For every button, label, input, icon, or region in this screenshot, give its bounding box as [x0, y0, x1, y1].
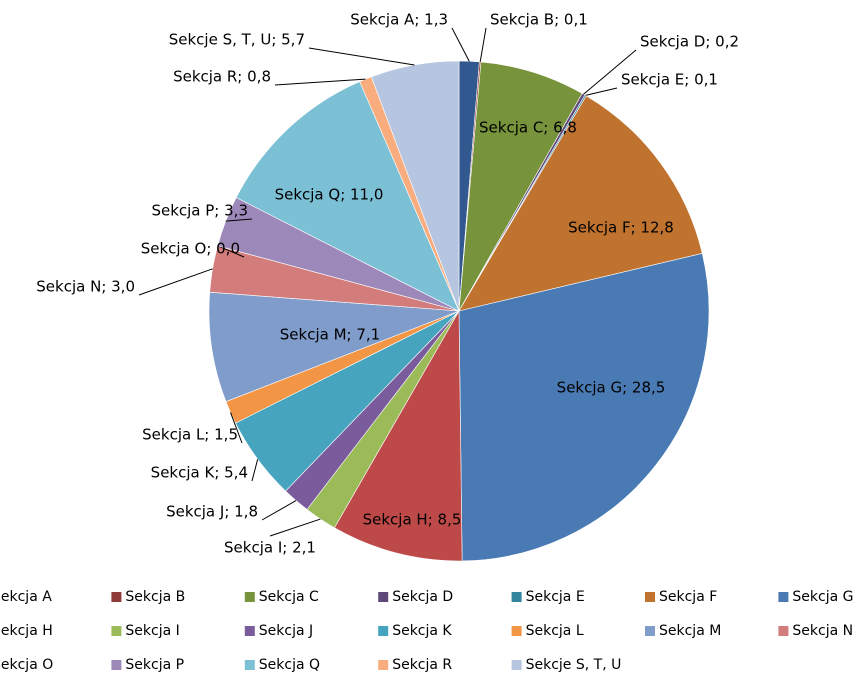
data-label: Sekcja K; 5,4	[151, 464, 248, 482]
data-label: Sekcja I; 2,1	[224, 539, 316, 557]
legend-label: Sekcja Q	[259, 657, 320, 673]
legend-swatch	[244, 660, 255, 670]
data-label: Sekcja L; 1,5	[142, 426, 238, 444]
leader-line	[451, 27, 470, 62]
legend-label: Sekcja P	[125, 657, 184, 673]
data-label: Sekcja P; 3,3	[151, 202, 248, 220]
legend-swatch	[511, 626, 522, 636]
leader-line	[585, 87, 618, 96]
data-label: Sekcja O; 0,0	[141, 240, 240, 258]
legend-label: Sekcja H	[0, 623, 53, 639]
leader-line	[251, 459, 259, 482]
leader-line	[261, 500, 297, 521]
legend-label: Sekcja C	[259, 589, 319, 605]
legend-label: Sekcja L	[526, 623, 584, 639]
data-label: Sekcja N; 3,0	[36, 278, 135, 296]
legend-label: Sekcja D	[392, 589, 453, 605]
legend-label: Sekcja R	[392, 657, 452, 673]
legend-swatch	[244, 626, 255, 636]
leader-line	[269, 518, 321, 537]
leader-line	[217, 245, 245, 258]
data-label: Sekcja J; 1,8	[166, 503, 258, 521]
data-label: Sekcja F; 12,8	[568, 219, 674, 237]
legend-swatch	[778, 626, 789, 636]
legend-label: Sekcja E	[526, 589, 585, 605]
leader-line	[138, 268, 213, 296]
pie-slice	[458, 253, 710, 562]
legend-swatch	[645, 626, 655, 636]
legend-swatch	[511, 592, 522, 602]
leader-line	[479, 27, 487, 62]
legend-swatch	[645, 592, 655, 602]
legend-label: Sekcja M	[659, 623, 721, 639]
legend-label: Sekcja A	[0, 589, 52, 605]
legend-swatch	[378, 592, 389, 602]
legend-swatch	[511, 660, 522, 670]
legend-swatch	[111, 592, 122, 602]
legend-swatch	[378, 660, 389, 670]
leader-line	[583, 49, 637, 95]
data-label: Sekcja D; 0,2	[640, 33, 739, 51]
legend-swatch	[778, 592, 789, 602]
pie-slice	[458, 61, 583, 312]
data-label: Sekcja C; 6,8	[479, 119, 577, 137]
legend-swatch	[378, 626, 389, 636]
legend-label: Sekcja J	[259, 623, 313, 639]
data-label: Sekcja R; 0,8	[173, 68, 271, 86]
pie-slice	[235, 81, 460, 312]
legend-label: Sekcja K	[392, 623, 452, 639]
data-label: Sekcja Q; 11,0	[275, 186, 384, 204]
data-label: Sekcja H; 8,5	[363, 511, 462, 529]
legend-swatch	[111, 660, 122, 670]
legend-label: Sekcja G	[792, 589, 853, 605]
legend-swatch	[244, 592, 255, 602]
leader-line	[308, 47, 415, 66]
legend-label: Sekcje S, T, U	[526, 657, 622, 673]
leader-line	[225, 218, 253, 222]
legend-label: Sekcja B	[125, 589, 185, 605]
data-label: Sekcja A; 1,3	[350, 11, 448, 29]
data-label: Sekcje S, T, U; 5,7	[169, 31, 305, 49]
pie-slice	[208, 291, 460, 402]
legend-label: Sekcja F	[659, 589, 717, 605]
legend-swatch	[111, 626, 122, 636]
pie-slice	[458, 95, 703, 312]
data-label: Sekcja M; 7,1	[280, 326, 380, 344]
pie-slice	[334, 309, 463, 562]
pie-slice	[370, 60, 460, 312]
legend-label: Sekcja I	[125, 623, 179, 639]
leader-line	[230, 412, 243, 444]
legend-label: Sekcja N	[792, 623, 853, 639]
data-label: Sekcja G; 28,5	[557, 379, 666, 397]
legend-label: Sekcja O	[0, 657, 53, 673]
data-label: Sekcja E; 0,1	[621, 71, 718, 89]
leader-line	[274, 78, 366, 86]
data-label: Sekcja B; 0,1	[490, 11, 588, 29]
